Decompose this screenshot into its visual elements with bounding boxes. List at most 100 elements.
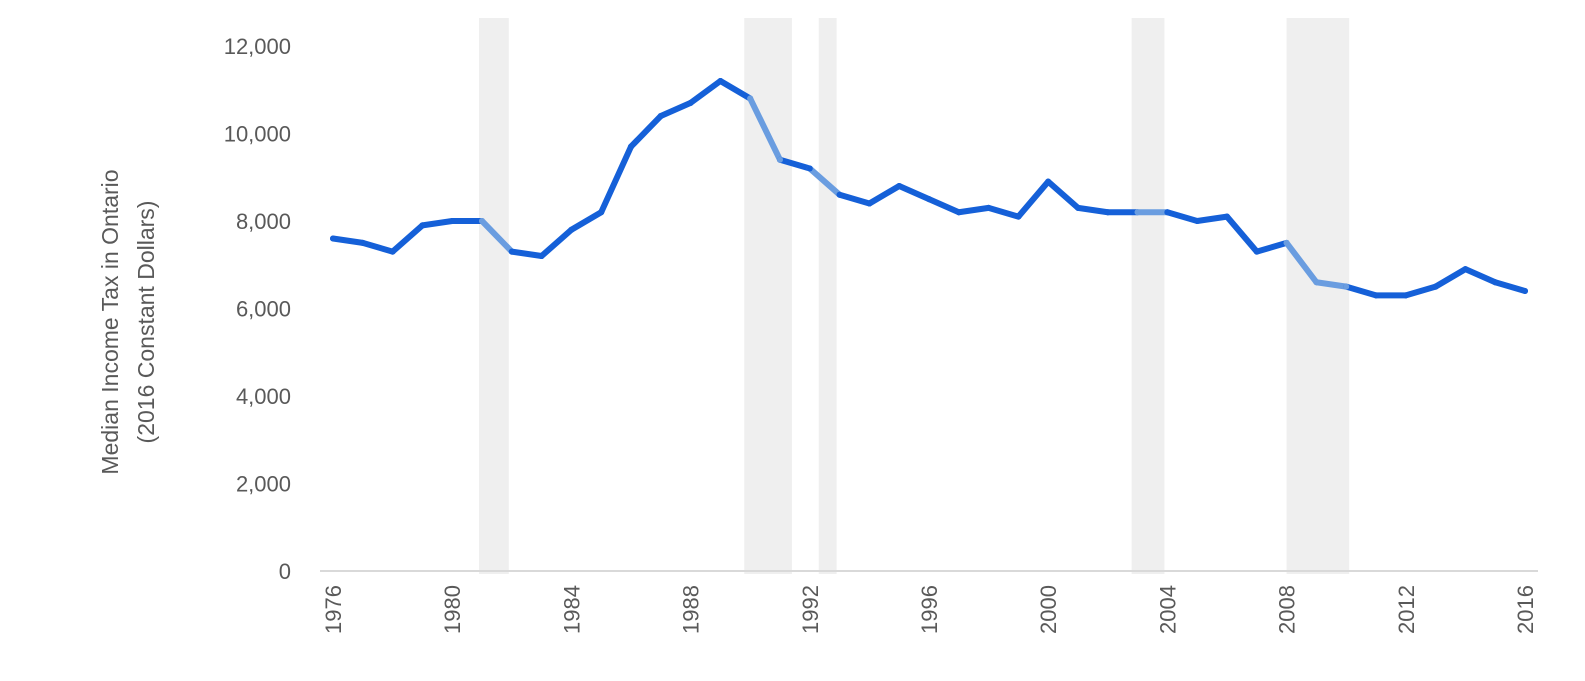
- line-segment: [866, 183, 903, 207]
- line-segment: [1432, 266, 1469, 290]
- data-point: [717, 78, 724, 84]
- data-point: [1253, 248, 1260, 255]
- line-segment: [687, 78, 724, 106]
- y-tick-label: 10,000: [224, 122, 291, 147]
- line-segment: [628, 113, 664, 150]
- line-segment: [836, 191, 873, 207]
- data-point: [866, 200, 873, 207]
- data-point: [1134, 209, 1141, 216]
- recession-band-1: [744, 18, 792, 574]
- data-point: [538, 253, 545, 259]
- data-point: [628, 143, 634, 150]
- data-point: [508, 248, 515, 255]
- y-tick-label: 0: [279, 559, 291, 584]
- data-point: [1402, 292, 1409, 299]
- line-segment: [1492, 279, 1528, 294]
- x-tick-label: 1996: [917, 585, 942, 634]
- x-axis-ticks: 1976 1980 1984 1988 1992 1996 2000 2004 2008 2012…: [321, 585, 1538, 634]
- data-point: [1164, 209, 1171, 216]
- line-segment: [419, 218, 456, 229]
- data-point: [1045, 178, 1052, 185]
- x-tick-label: 2000: [1036, 585, 1061, 634]
- data-point: [449, 218, 456, 224]
- line-segment: [1015, 178, 1052, 220]
- line-segment: [717, 78, 754, 102]
- x-tick-label: 1988: [679, 585, 704, 634]
- line-segment: [955, 204, 992, 216]
- line-segment: [1075, 204, 1111, 216]
- data-point: [1343, 283, 1350, 290]
- y-axis-title-line-2: (2016 Constant Dollars): [133, 201, 159, 444]
- line-segment: [330, 235, 366, 246]
- x-tick-label: 1976: [321, 585, 346, 634]
- line-segment: [1313, 279, 1350, 290]
- line-segment: [1462, 266, 1499, 286]
- line-segment: [747, 95, 783, 163]
- data-point: [836, 191, 843, 198]
- line-segment: [896, 183, 932, 203]
- data-point: [359, 239, 366, 246]
- data-point: [955, 209, 962, 216]
- data-point: [568, 226, 575, 233]
- data-point: [747, 95, 754, 102]
- data-point: [1373, 292, 1379, 299]
- line-segment: [1045, 178, 1081, 211]
- line-segment: [1224, 213, 1260, 255]
- data-point: [419, 222, 426, 229]
- line-segment: [806, 165, 843, 198]
- data-point: [985, 204, 992, 211]
- data-point: [598, 209, 605, 216]
- y-axis-title: Median Income Tax in Ontario (2016 Const…: [97, 169, 159, 474]
- data-point: [1313, 279, 1320, 286]
- x-tick-label: 2012: [1394, 585, 1419, 634]
- series-line: [330, 78, 1528, 299]
- x-tick-label: 2008: [1275, 585, 1300, 634]
- y-tick-label: 12,000: [224, 34, 291, 59]
- y-axis-title-line-1: Median Income Tax in Ontario: [97, 169, 123, 474]
- line-segment: [359, 239, 396, 255]
- line-segment: [1283, 239, 1320, 286]
- data-point: [330, 235, 336, 242]
- data-point: [1522, 288, 1528, 294]
- data-point: [1432, 283, 1439, 290]
- data-point: [806, 165, 813, 172]
- line-segment: [926, 196, 962, 216]
- line-segment: [777, 156, 813, 172]
- x-tick-label: 1992: [798, 585, 823, 634]
- data-point: [1194, 218, 1201, 224]
- data-point: [1492, 279, 1499, 286]
- line-segment: [568, 209, 605, 233]
- line-segment: [1164, 209, 1201, 224]
- y-tick-label: 6,000: [236, 297, 291, 322]
- line-segment: [1343, 283, 1379, 299]
- data-point: [687, 99, 694, 106]
- recession-band-3: [1131, 18, 1165, 574]
- y-tick-label: 8,000: [236, 209, 291, 234]
- data-point: [1283, 239, 1290, 246]
- data-point: [1015, 213, 1022, 220]
- recession-band-4: [1286, 18, 1350, 574]
- line-segment: [538, 226, 575, 259]
- line-segment: [1253, 239, 1290, 255]
- recession-band-0: [479, 18, 509, 574]
- line-segment: [389, 222, 426, 255]
- line-segment: [1402, 283, 1439, 299]
- data-point: [926, 196, 932, 203]
- y-axis-ticks: 0 2,000 4,000 6,000 8,000 10,000 12,000: [224, 34, 291, 584]
- line-segment: [1194, 213, 1230, 224]
- data-point: [1224, 213, 1230, 220]
- data-point: [1075, 204, 1081, 211]
- x-tick-label: 1984: [559, 585, 584, 634]
- y-tick-label: 4,000: [236, 384, 291, 409]
- data-point: [389, 248, 396, 255]
- line-segment: [479, 218, 515, 255]
- data-point: [657, 113, 664, 119]
- data-point: [1462, 266, 1469, 273]
- data-point: [1104, 209, 1111, 216]
- line-segment: [985, 204, 1022, 220]
- x-tick-label: 2016: [1513, 585, 1538, 634]
- data-point: [479, 218, 485, 224]
- data-point: [896, 183, 903, 189]
